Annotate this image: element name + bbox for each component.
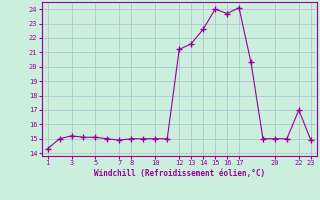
X-axis label: Windchill (Refroidissement éolien,°C): Windchill (Refroidissement éolien,°C) bbox=[94, 169, 265, 178]
